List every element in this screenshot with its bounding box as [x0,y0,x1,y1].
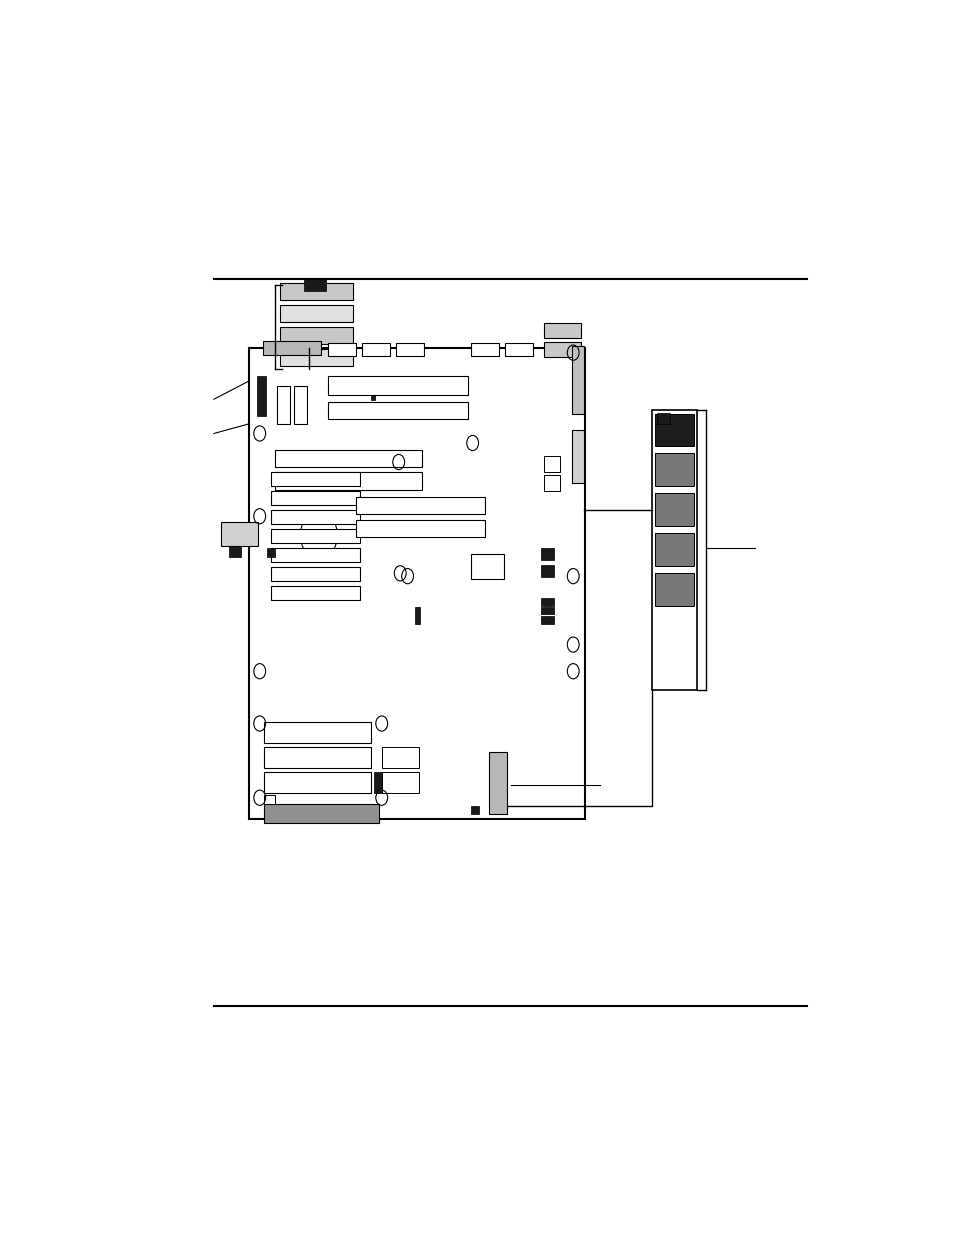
Bar [654,453,694,485]
Bar [271,529,359,543]
Bar [471,555,503,579]
Bar [654,573,694,605]
Bar [654,534,694,566]
Bar [280,348,353,366]
Bar [471,806,478,814]
Bar [656,412,669,424]
Bar [571,430,583,483]
Bar [271,510,359,524]
Bar [229,546,240,557]
Bar [395,343,423,356]
Bar [276,385,290,424]
Bar [543,475,559,490]
Bar [280,305,353,322]
Bar [540,598,554,605]
Bar [271,547,359,562]
Bar [544,324,580,338]
Bar [271,567,359,580]
Bar [274,450,422,467]
Bar [370,389,375,400]
Bar [471,343,498,356]
Bar [540,606,554,614]
Bar [220,522,257,546]
Bar [328,403,468,419]
Bar [381,772,418,793]
Bar [271,585,359,600]
Bar [543,456,559,472]
Bar [263,341,321,354]
Bar [264,804,378,824]
Bar [328,377,468,395]
Bar [280,327,353,345]
Bar [374,772,381,793]
Bar [264,795,275,804]
Bar [271,490,359,505]
Bar [540,564,554,577]
Bar [540,547,554,559]
Bar [488,752,507,814]
Bar [355,520,485,537]
Bar [651,410,697,690]
Bar [361,343,390,356]
Bar [280,283,353,300]
Bar [381,747,418,768]
Bar [540,616,554,624]
Bar [571,346,583,415]
Bar [264,747,371,768]
Bar [505,343,533,356]
Bar [328,343,355,356]
Bar [274,473,422,489]
Bar [264,772,371,793]
Bar [544,342,580,357]
Bar [304,278,326,291]
Bar [267,547,274,557]
Bar [654,494,694,526]
Bar [264,721,371,742]
Bar [256,377,265,416]
Bar [294,385,307,424]
Bar [271,472,359,485]
Bar [654,414,694,446]
Bar [249,348,584,819]
Bar [415,606,419,624]
Bar [355,498,485,514]
